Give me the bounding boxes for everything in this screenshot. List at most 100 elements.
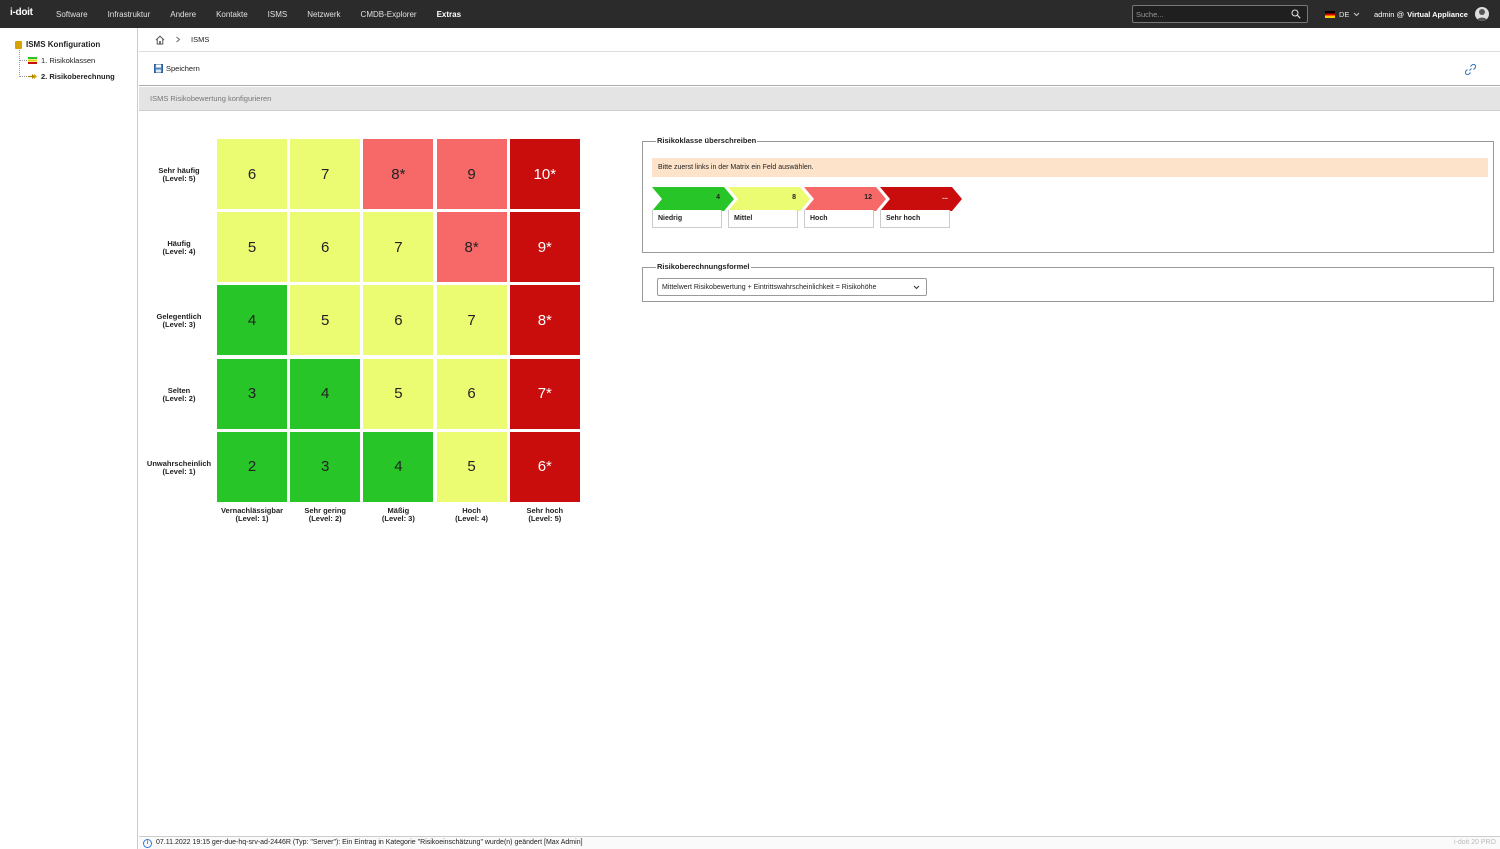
matrix-cell[interactable]: 7*: [509, 358, 580, 429]
tree-connector: [19, 60, 27, 61]
user-name: admin @: [1374, 9, 1405, 19]
column-label: Vernachlässigbar (Level: 1): [216, 507, 288, 523]
matrix-cell[interactable]: 6: [290, 212, 361, 283]
chevron-down-icon: [1354, 12, 1360, 16]
row-label-level: (Level: 4): [162, 247, 196, 257]
breadcrumb-current[interactable]: ISMS: [191, 35, 210, 44]
matrix-cell[interactable]: 4: [363, 431, 434, 502]
matrix-cell[interactable]: 7: [436, 285, 507, 356]
section-header: ISMS Risikobewertung konfigurieren: [139, 87, 1500, 111]
column-label-level: (Level: 2): [308, 514, 342, 523]
user-host: Virtual Appliance: [1407, 9, 1468, 19]
matrix-cell[interactable]: 4: [290, 358, 361, 429]
matrix-cell[interactable]: 2: [217, 431, 287, 502]
risk-class-arrow[interactable]: [880, 187, 962, 211]
matrix-cell[interactable]: 7: [290, 139, 361, 209]
status-bar: i 07.11.2022 19:15 ger-due-hq-srv-ad-244…: [139, 836, 1500, 849]
row-label-name: Selten: [167, 385, 191, 395]
floppy-disk-icon: [154, 64, 163, 73]
user-menu[interactable]: admin @ Virtual Appliance: [1374, 0, 1468, 28]
matrix-cell[interactable]: 6: [436, 358, 507, 429]
row-label-level: (Level: 1): [162, 466, 196, 476]
tree-root-isms-konfiguration[interactable]: ISMS Konfiguration: [15, 40, 100, 49]
lock-icon: [15, 40, 22, 49]
row-label-level: (Level: 3): [162, 320, 196, 330]
risk-class-name[interactable]: Mittel: [728, 210, 798, 228]
nav-item-isms[interactable]: ISMS: [267, 9, 288, 19]
matrix-cell[interactable]: 10*: [509, 139, 580, 209]
risk-class-name[interactable]: Sehr hoch: [880, 210, 950, 228]
user-avatar[interactable]: [1475, 7, 1489, 21]
matrix-cell[interactable]: 5: [436, 431, 507, 502]
version-label: i-doit 20 PRO: [1453, 839, 1496, 846]
sidebar-item-risikoberechnung[interactable]: 2. Risikoberechnung: [28, 72, 115, 81]
matrix-cell[interactable]: 8*: [509, 285, 580, 356]
formula-select[interactable]: Mittelwert Risikobewertung + Eintrittswa…: [657, 278, 927, 296]
matrix-cell[interactable]: 3: [290, 431, 361, 502]
column-label-level: (Level: 3): [381, 514, 415, 523]
nav-item-extras[interactable]: Extras: [436, 9, 462, 19]
nav-item-infrastruktur[interactable]: Infrastruktur: [107, 9, 151, 19]
save-button[interactable]: Speichern: [154, 64, 200, 73]
chevron-down-icon: [913, 285, 920, 290]
tree-connector: [19, 76, 27, 77]
risk-class-name[interactable]: Niedrig: [652, 210, 722, 228]
language-label: DE: [1339, 9, 1350, 19]
nav-item-software[interactable]: Software: [56, 9, 88, 19]
risk-class-arrow[interactable]: [728, 187, 810, 211]
tree-root-label: ISMS Konfiguration: [26, 40, 101, 49]
nav-item-netzwerk[interactable]: Netzwerk: [307, 9, 341, 19]
row-label-level: (Level: 5): [162, 174, 196, 183]
language-selector[interactable]: DE: [1325, 0, 1360, 28]
search-icon[interactable]: [1291, 9, 1301, 19]
sidebar: ISMS Konfiguration 1. Risikoklassen 2. R…: [0, 28, 138, 849]
sidebar-item-label: 1. Risikoklassen: [41, 56, 96, 65]
row-label: Sehr häufig (Level: 5): [140, 167, 218, 183]
user-icon: [1476, 9, 1488, 21]
risk-class-value: ...: [942, 194, 948, 201]
risk-class-arrow[interactable]: [652, 187, 734, 211]
risk-class-legend: Risikoklasse überschreiben: [656, 136, 758, 145]
matrix-cell[interactable]: 9*: [509, 212, 580, 283]
matrix-cell[interactable]: 5: [217, 212, 287, 283]
sidebar-item-risikoklassen[interactable]: 1. Risikoklassen: [28, 56, 95, 65]
matrix-cell[interactable]: 7: [363, 212, 434, 283]
nav-item-cmdb-explorer[interactable]: CMDB-Explorer: [360, 9, 417, 19]
status-message[interactable]: 07.11.2022 19:15 ger-due-hq-srv-ad-2446R…: [156, 839, 583, 846]
matrix-cell[interactable]: 4: [217, 285, 287, 356]
risk-class-arrow[interactable]: [804, 187, 886, 211]
home-icon[interactable]: [155, 35, 165, 45]
hint-message: Bitte zuerst links in der Matrix ein Fel…: [652, 158, 1488, 177]
risk-class-name[interactable]: Hoch: [804, 210, 874, 228]
matrix-cell[interactable]: 8*: [363, 139, 434, 209]
nav-item-kontakte[interactable]: Kontakte: [216, 9, 248, 19]
matrix-cell[interactable]: 6*: [509, 431, 580, 502]
risk-class-value: 8: [792, 194, 796, 201]
search-input[interactable]: [1136, 8, 1286, 20]
save-label: Speichern: [166, 64, 200, 73]
matrix-cell[interactable]: 3: [217, 358, 287, 429]
column-label: Hoch (Level: 4): [436, 507, 508, 523]
chevron-right-icon: [176, 36, 181, 43]
color-bars-icon: [28, 57, 37, 64]
row-label-name: Unwahrscheinlich: [146, 458, 212, 468]
i-doit-logo[interactable]: i-doit: [10, 7, 33, 18]
nav-item-andere[interactable]: Andere: [170, 9, 197, 19]
matrix-cell[interactable]: 5: [290, 285, 361, 356]
search-box[interactable]: [1132, 5, 1308, 23]
column-label: Sehr hoch (Level: 5): [509, 507, 581, 523]
matrix-cell[interactable]: 9: [436, 139, 507, 209]
column-label-level: (Level: 5): [528, 514, 562, 523]
matrix-cell[interactable]: 8*: [436, 212, 507, 283]
matrix-cell[interactable]: 6: [217, 139, 287, 209]
column-label-name: Vernachlässigbar: [220, 506, 284, 515]
row-label-name: Häufig: [167, 239, 191, 249]
arrows-icon: [28, 74, 37, 79]
top-navigation-bar: i-doit Software Infrastruktur Andere Kontak…: [0, 0, 1500, 28]
link-icon[interactable]: [1465, 64, 1476, 75]
matrix-cell[interactable]: 6: [363, 285, 434, 356]
matrix-cell[interactable]: 5: [363, 358, 434, 429]
breadcrumb: ISMS: [139, 28, 1500, 52]
formula-panel: Risikoberechnungsformel Mittelwert Risik…: [642, 262, 1494, 302]
info-icon: i: [143, 838, 152, 848]
